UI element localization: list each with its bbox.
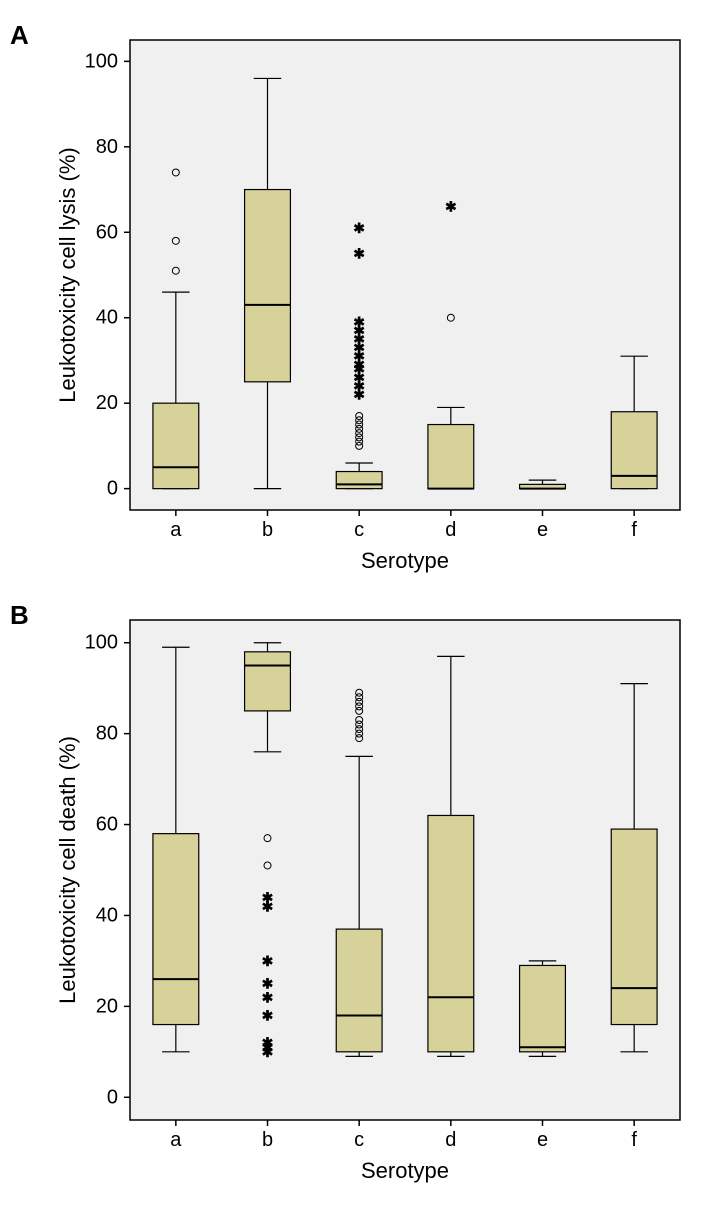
chart-b-wrap: 0 20 40 60 80 100 Leukotoxicity cell death (%)… xyxy=(40,600,709,1190)
panel-b: B 0 20 40 60 80 100 Leukotoxicity cell death (… xyxy=(10,600,709,1190)
svg-text:0: 0 xyxy=(107,1086,118,1108)
svg-text:✱: ✱ xyxy=(262,989,274,1005)
svg-text:a: a xyxy=(170,519,182,541)
svg-text:a: a xyxy=(170,1129,182,1151)
svg-text:60: 60 xyxy=(96,221,118,243)
svg-text:c: c xyxy=(354,519,364,541)
chart-a-wrap: 0 20 40 60 80 100 Leukotoxicity cell lysis (%)… xyxy=(40,20,709,580)
svg-text:80: 80 xyxy=(96,136,118,158)
svg-text:✱: ✱ xyxy=(262,976,274,992)
chart-a: 0 20 40 60 80 100 Leukotoxicity cell lysis (%)… xyxy=(40,20,700,580)
panel-a-label: A xyxy=(10,20,29,51)
svg-text:✱: ✱ xyxy=(353,220,365,236)
svg-text:Serotype: Serotype xyxy=(361,548,449,573)
svg-text:✱: ✱ xyxy=(353,314,365,330)
svg-text:d: d xyxy=(445,1129,456,1151)
svg-text:f: f xyxy=(631,519,637,541)
svg-text:c: c xyxy=(354,1129,364,1151)
svg-text:80: 80 xyxy=(96,723,118,745)
chart-b: 0 20 40 60 80 100 Leukotoxicity cell death (%)… xyxy=(40,600,700,1190)
panel-b-label: B xyxy=(10,600,29,631)
svg-text:✱: ✱ xyxy=(262,889,274,905)
svg-text:b: b xyxy=(262,519,273,541)
svg-text:✱: ✱ xyxy=(262,1007,274,1023)
svg-text:✱: ✱ xyxy=(262,1035,274,1051)
svg-text:100: 100 xyxy=(85,50,118,72)
svg-text:0: 0 xyxy=(107,478,118,500)
svg-text:✱: ✱ xyxy=(262,953,274,969)
svg-text:e: e xyxy=(537,1129,548,1151)
svg-text:40: 40 xyxy=(96,307,118,329)
svg-text:Leukotoxicity cell death (%): Leukotoxicity cell death (%) xyxy=(55,736,80,1004)
svg-text:f: f xyxy=(631,1129,637,1151)
svg-text:d: d xyxy=(445,519,456,541)
svg-text:✱: ✱ xyxy=(445,199,457,215)
svg-text:20: 20 xyxy=(96,995,118,1017)
svg-text:100: 100 xyxy=(85,632,118,654)
svg-text:20: 20 xyxy=(96,392,118,414)
svg-text:e: e xyxy=(537,519,548,541)
svg-text:40: 40 xyxy=(96,904,118,926)
svg-text:60: 60 xyxy=(96,814,118,836)
svg-text:Serotype: Serotype xyxy=(361,1158,449,1183)
svg-text:Leukotoxicity cell lysis (%): Leukotoxicity cell lysis (%) xyxy=(55,147,80,403)
panel-a: A 0 20 40 60 80 100 Leukotoxicity cell lysis (… xyxy=(10,20,709,580)
svg-text:✱: ✱ xyxy=(353,246,365,262)
svg-text:b: b xyxy=(262,1129,273,1151)
